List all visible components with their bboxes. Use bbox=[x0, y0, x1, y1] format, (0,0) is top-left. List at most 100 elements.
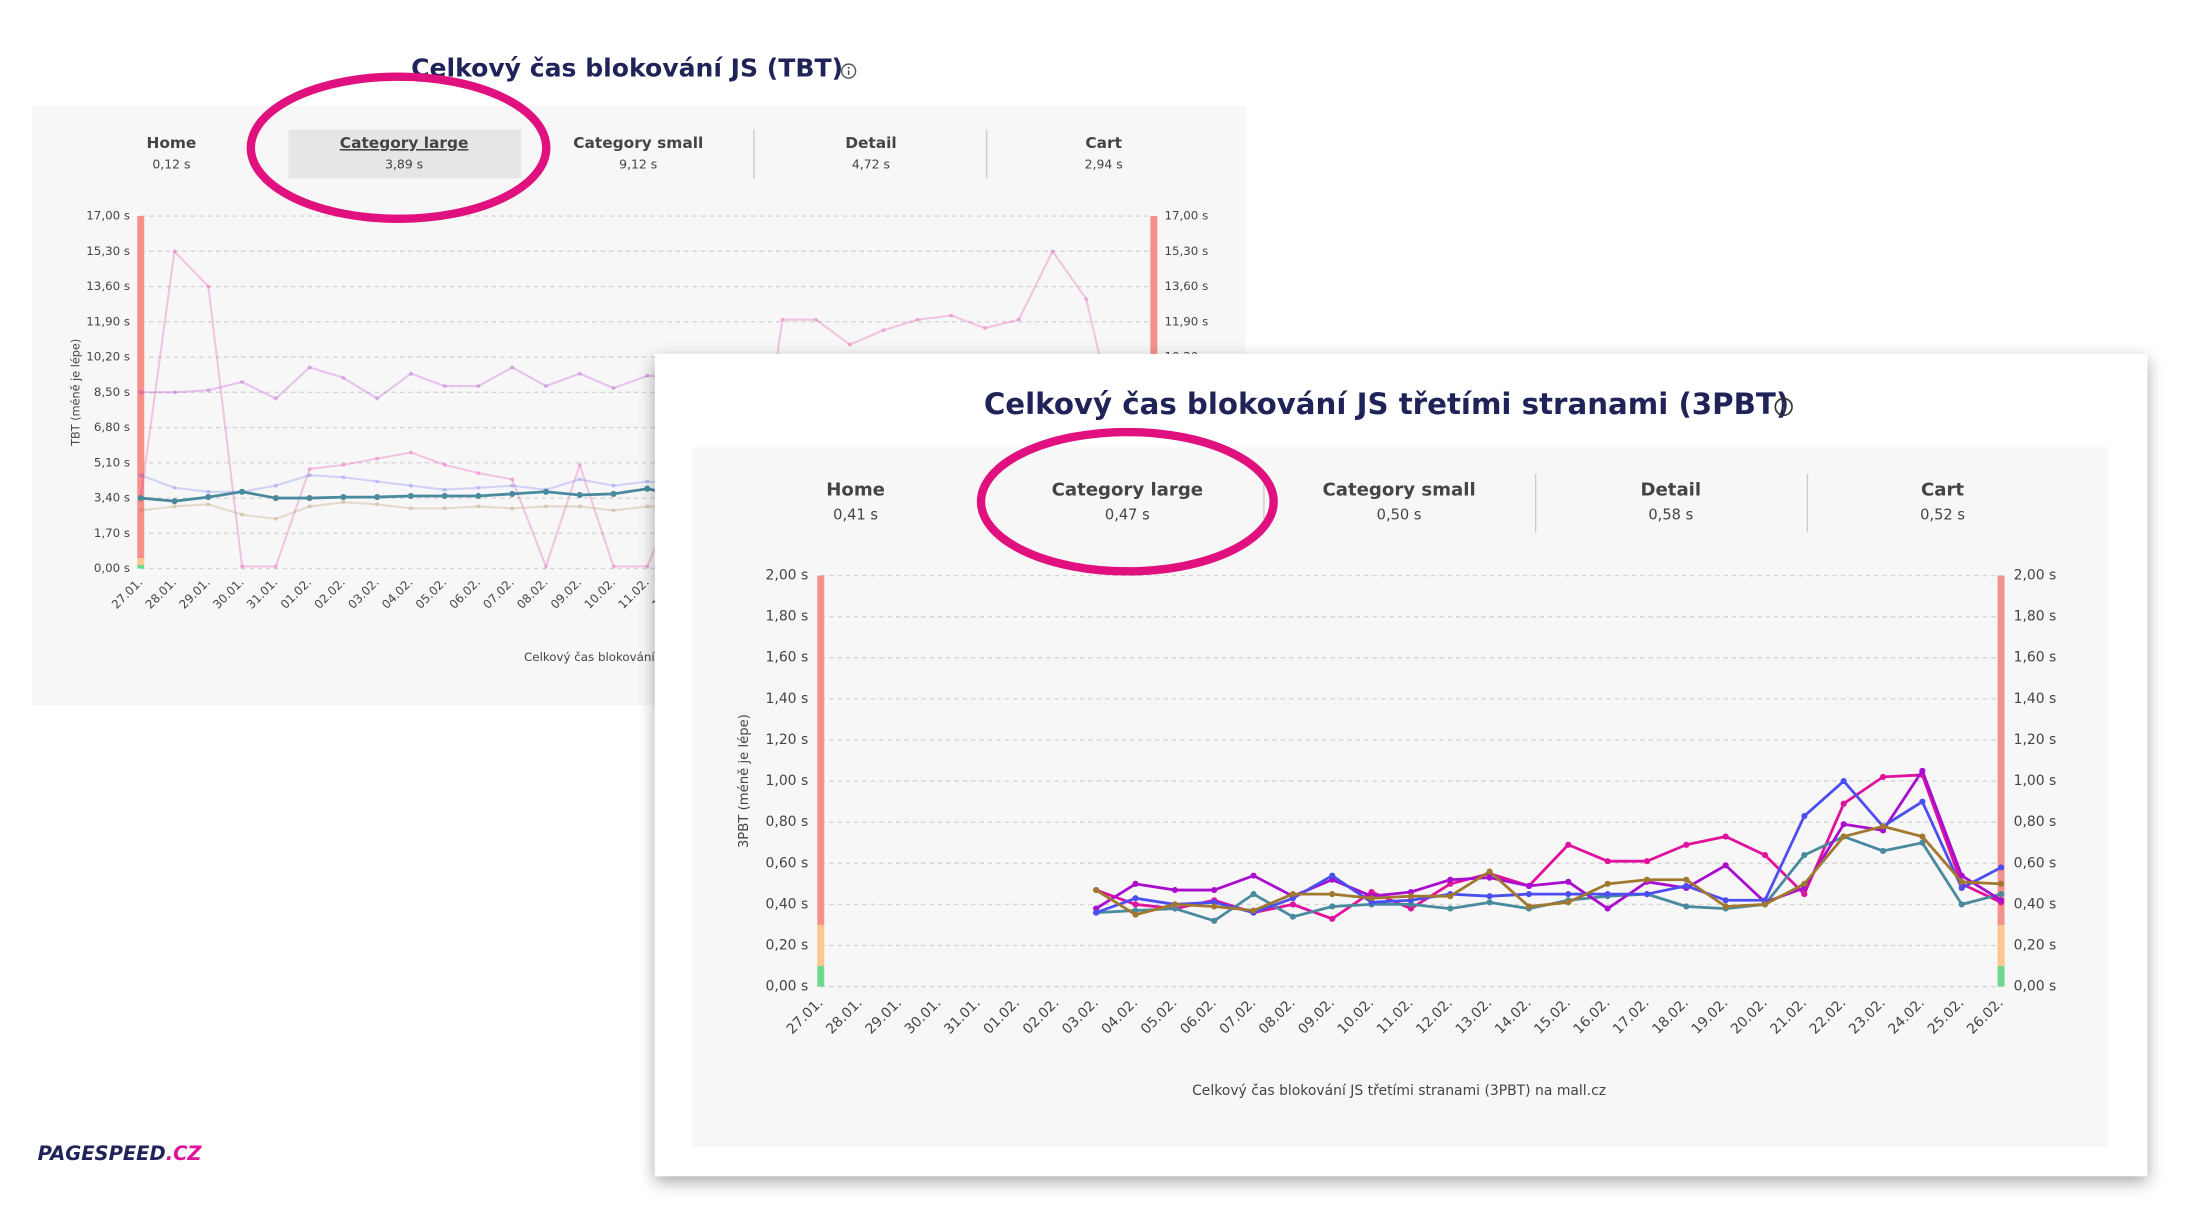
tab-name[interactable]: Home bbox=[826, 480, 885, 501]
data-point bbox=[611, 564, 616, 569]
data-point bbox=[1840, 833, 1847, 840]
data-point bbox=[172, 504, 177, 509]
y-tick-label: 6,80 s bbox=[94, 420, 130, 434]
tab-name[interactable]: Cart bbox=[1921, 480, 1964, 501]
tab-name[interactable]: Detail bbox=[845, 134, 896, 152]
data-point bbox=[1407, 893, 1414, 900]
data-point bbox=[611, 508, 616, 513]
data-point bbox=[1879, 823, 1887, 830]
data-point bbox=[1997, 897, 2005, 904]
data-point bbox=[1447, 905, 1454, 912]
data-point bbox=[577, 504, 582, 509]
tab-name[interactable]: Cart bbox=[1085, 134, 1122, 152]
tab-name[interactable]: Category large bbox=[340, 134, 469, 152]
data-point bbox=[982, 325, 988, 331]
data-point bbox=[172, 390, 177, 395]
tab-name[interactable]: Category large bbox=[1052, 480, 1204, 501]
y2-tick-label: 0,20 s bbox=[2014, 938, 2057, 954]
info-icon[interactable] bbox=[840, 63, 857, 79]
chart-card bbox=[692, 447, 2109, 1147]
data-point bbox=[1958, 901, 1965, 908]
caption: Celkový čas blokování JS třetími stranam… bbox=[1192, 1083, 1606, 1099]
data-point bbox=[1093, 909, 1100, 916]
data-point bbox=[543, 564, 549, 569]
data-point bbox=[1801, 891, 1808, 898]
data-point bbox=[307, 504, 312, 509]
y2-tick-label: 11,90 s bbox=[1164, 314, 1208, 328]
data-point bbox=[645, 373, 650, 378]
data-point bbox=[1565, 899, 1572, 906]
brand-name: PAGESPEED bbox=[38, 1141, 166, 1164]
zone-good bbox=[137, 565, 145, 569]
data-point bbox=[1958, 872, 1965, 879]
info-icon-dot bbox=[847, 66, 850, 69]
tab-summary: 2,94 s bbox=[1085, 156, 1123, 171]
data-point bbox=[1722, 862, 1729, 869]
tab-summary: 3,89 s bbox=[385, 156, 423, 171]
data-point bbox=[881, 327, 886, 333]
zone-bad bbox=[137, 216, 145, 558]
data-point bbox=[1486, 868, 1493, 875]
y2-tick-label: 0,00 s bbox=[2014, 979, 2057, 995]
y-tick-label: 0,80 s bbox=[766, 814, 809, 830]
y-tick-label: 0,60 s bbox=[766, 855, 809, 871]
data-point bbox=[138, 390, 143, 395]
data-point bbox=[1683, 882, 1690, 889]
data-point bbox=[375, 479, 380, 484]
brand-suffix: .CZ bbox=[166, 1141, 203, 1164]
data-point bbox=[375, 502, 380, 507]
y2-tick-label: 17,00 s bbox=[1164, 209, 1208, 223]
data-point bbox=[307, 473, 312, 478]
tab-name[interactable]: Category small bbox=[573, 134, 703, 152]
data-point bbox=[1132, 895, 1139, 902]
tab-name[interactable]: Category small bbox=[1322, 480, 1475, 501]
data-point bbox=[1683, 876, 1690, 883]
tab-name[interactable]: Home bbox=[146, 134, 196, 152]
data-point bbox=[408, 506, 413, 511]
data-point bbox=[1525, 903, 1533, 910]
data-point bbox=[1250, 891, 1257, 898]
data-point bbox=[1879, 847, 1887, 855]
data-point bbox=[1171, 886, 1178, 894]
zone-bad bbox=[817, 575, 825, 925]
data-point bbox=[272, 494, 279, 502]
data-point bbox=[1604, 880, 1611, 887]
data-point bbox=[1329, 872, 1336, 879]
data-point bbox=[1997, 880, 2005, 887]
y-tick-label: 13,60 s bbox=[86, 279, 130, 293]
data-point bbox=[1643, 858, 1651, 865]
y-tick-label: 0,40 s bbox=[766, 896, 809, 912]
data-point bbox=[510, 477, 515, 482]
data-point bbox=[1132, 901, 1139, 908]
zone-good bbox=[817, 966, 825, 987]
y-axis-label: 3PBT (méně je lépe) bbox=[736, 714, 752, 848]
data-point bbox=[1722, 897, 1729, 904]
data-point bbox=[915, 317, 920, 322]
y-tick-label: 11,90 s bbox=[86, 314, 130, 328]
data-point bbox=[949, 313, 954, 318]
tab-name[interactable]: Detail bbox=[1640, 480, 1701, 501]
data-point bbox=[1801, 852, 1808, 859]
data-point bbox=[205, 493, 212, 501]
y2-tick-label: 1,80 s bbox=[2014, 609, 2057, 625]
data-point bbox=[206, 502, 211, 507]
data-point bbox=[1919, 767, 1926, 774]
tab-selected bbox=[288, 129, 522, 179]
data-point bbox=[441, 492, 448, 500]
data-point bbox=[611, 483, 616, 488]
data-point bbox=[442, 462, 447, 467]
data-point bbox=[206, 284, 211, 289]
data-point bbox=[239, 512, 245, 517]
data-point bbox=[1958, 884, 1965, 892]
data-point bbox=[374, 493, 381, 501]
data-point bbox=[307, 466, 312, 472]
data-point bbox=[1919, 833, 1926, 840]
data-point bbox=[375, 396, 380, 401]
zone-mid bbox=[1997, 924, 2005, 967]
data-point bbox=[510, 506, 515, 511]
data-point bbox=[206, 489, 211, 494]
data-point bbox=[1084, 296, 1089, 302]
data-point bbox=[476, 504, 481, 509]
info-icon[interactable] bbox=[1774, 397, 1793, 417]
